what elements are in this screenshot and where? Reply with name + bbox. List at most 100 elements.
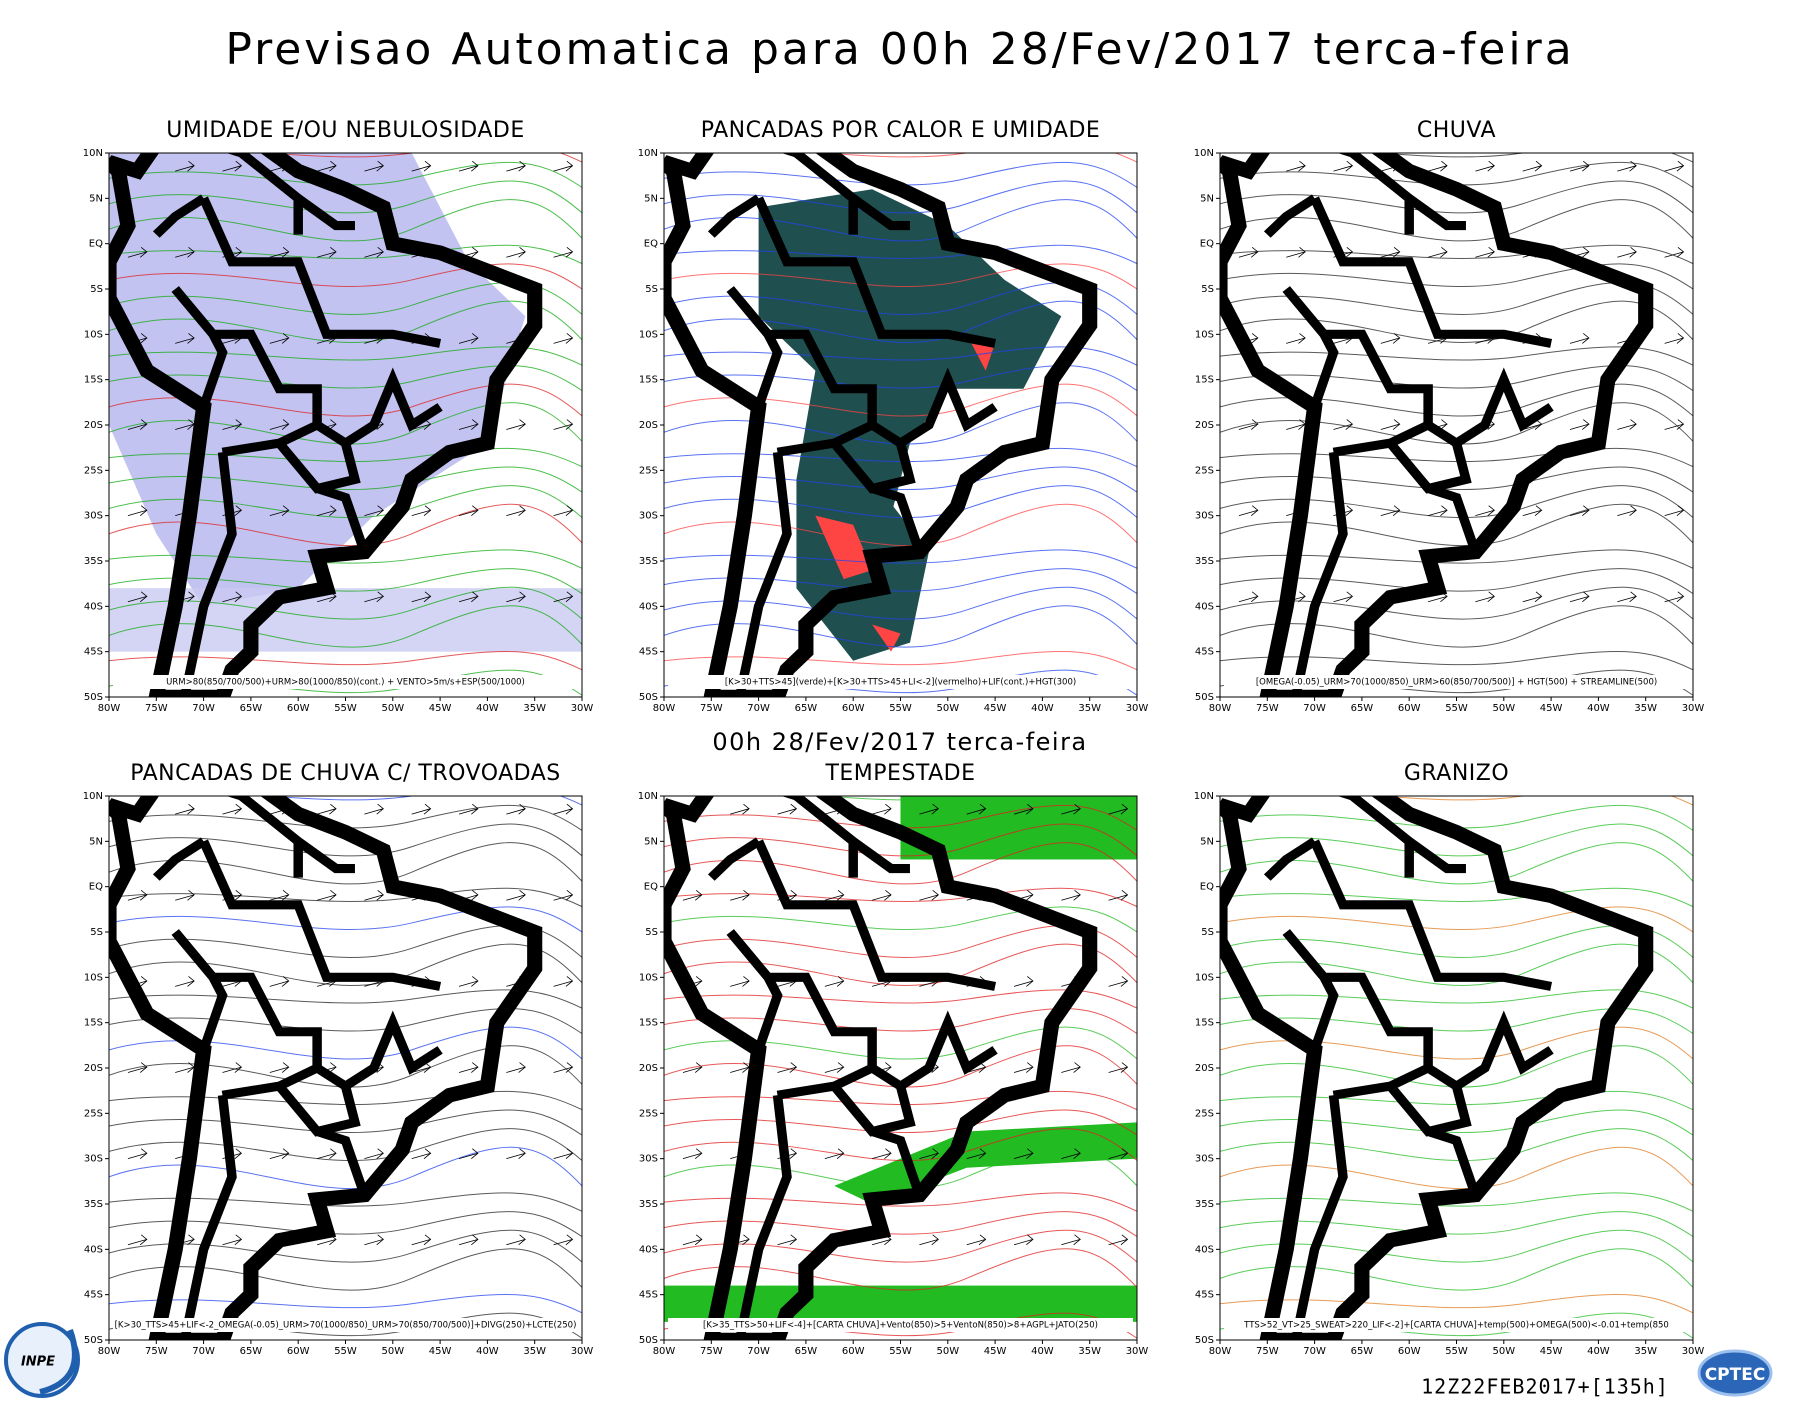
map-layers <box>1220 796 1693 1340</box>
contour-line <box>664 1294 1137 1312</box>
wind-arrow <box>459 333 478 343</box>
contour-line <box>664 1193 1137 1211</box>
lon-label: 40W <box>476 703 499 714</box>
map-caption: URM>80(850/700/500)+URM>80(1000/850)(con… <box>166 678 525 688</box>
lat-label: 35S <box>639 1199 658 1210</box>
wind-arrow <box>128 420 147 430</box>
lat-label: 35S <box>639 556 658 567</box>
contour-line <box>1220 651 1693 669</box>
wind-arrow <box>1286 247 1305 257</box>
wind-arrow <box>128 1235 147 1245</box>
wind-arrow <box>1665 420 1684 430</box>
lat-label: 5N <box>644 836 658 847</box>
wind-arrow <box>317 247 336 257</box>
contour-line <box>664 805 1137 830</box>
wind-arrow <box>1523 592 1542 602</box>
wind-arrow <box>1061 1149 1080 1159</box>
map-panel: PANCADAS DE CHUVA C/ TROVOADAS [K>30_TTS>… <box>83 761 594 1357</box>
wind-arrow <box>1617 161 1636 171</box>
panel-title: GRANIZO <box>1404 761 1509 786</box>
lat-label: 30S <box>639 1154 658 1165</box>
lat-label: 5N <box>644 193 658 204</box>
wind-arrow <box>1109 1235 1128 1245</box>
lat-label: 5N <box>89 836 103 847</box>
lon-label: 55W <box>334 1346 357 1357</box>
lat-label: 10S <box>84 329 103 340</box>
wind-arrow <box>506 420 525 430</box>
map-layers <box>109 153 582 697</box>
lat-label: 5S <box>645 284 658 295</box>
wind-arrow <box>364 1235 383 1245</box>
wind-arrow <box>412 1063 431 1073</box>
lat-label: 5N <box>1200 193 1214 204</box>
lat-label: EQ <box>89 239 103 250</box>
lat-label: 25S <box>639 465 658 476</box>
contour-line <box>1220 907 1693 932</box>
lon-label: 60W <box>1398 1346 1421 1357</box>
wind-arrow <box>1014 1149 1033 1159</box>
lon-label: 60W <box>842 1346 865 1357</box>
contour-line <box>1220 264 1693 289</box>
wind-arrow <box>872 1149 891 1159</box>
lat-label: 10S <box>1195 329 1214 340</box>
contour-line <box>109 1147 582 1188</box>
wind-arrow <box>1665 592 1684 602</box>
caption-box <box>113 1318 578 1332</box>
contour-line <box>664 888 1137 906</box>
wind-arrow <box>1570 333 1589 343</box>
contour-line <box>109 1212 582 1237</box>
wind-arrow <box>683 1149 702 1159</box>
panel-title: UMIDADE E/OU NEBULOSIDADE <box>166 118 524 143</box>
contour-line <box>664 504 1137 545</box>
wind-arrow <box>1475 161 1494 171</box>
lon-label: 60W <box>287 1346 310 1357</box>
lat-label: 40S <box>1195 1244 1214 1255</box>
map <box>109 153 582 697</box>
map <box>664 796 1137 1340</box>
lat-label: 5N <box>1200 836 1214 847</box>
wind-arrow <box>554 592 573 602</box>
panel-title: PANCADAS POR CALOR E UMIDADE <box>701 118 1101 143</box>
lat-label: 15S <box>84 375 103 386</box>
wind-arrow <box>1014 804 1033 814</box>
wind-arrow <box>412 161 431 171</box>
wind-arrow <box>1109 976 1128 986</box>
lat-label: 20S <box>1195 1063 1214 1074</box>
lon-label: 65W <box>1351 1346 1374 1357</box>
lon-label: 45W <box>1540 703 1563 714</box>
map-caption: [K>30+TTS>45](verde)+[K>30+TTS>45+LI<-2]… <box>725 678 1076 688</box>
contour-line <box>1220 504 1693 545</box>
wind-arrow <box>1239 592 1258 602</box>
lat-label: 5S <box>1201 927 1214 938</box>
lon-label: 55W <box>1445 703 1468 714</box>
contour-line <box>664 1212 1137 1237</box>
wind-arrow <box>967 804 986 814</box>
wind-arrow <box>270 1063 289 1073</box>
wind-arrow <box>1570 506 1589 516</box>
wind-arrow <box>317 1149 336 1159</box>
contour-line <box>1220 990 1693 1008</box>
wind-arrow <box>1570 592 1589 602</box>
wind-arrow <box>1381 247 1400 257</box>
contour-line <box>109 264 582 289</box>
lon-label: 70W <box>747 703 770 714</box>
contour-line <box>664 990 1137 1008</box>
lon-label: 75W <box>145 1346 168 1357</box>
wind-arrow <box>506 804 525 814</box>
lat-label: EQ <box>89 882 103 893</box>
panel-title: CHUVA <box>1417 118 1496 143</box>
wind-arrow <box>223 1063 242 1073</box>
wind-arrow <box>1665 333 1684 343</box>
lat-label: 15S <box>1195 1018 1214 1029</box>
wind-arrow <box>1334 420 1353 430</box>
map-caption: TTS>52_VT>25_SWEAT>220_LIF<-2]+[CARTA CH… <box>1243 1321 1669 1331</box>
lon-label: 35W <box>1634 703 1657 714</box>
wind-arrow <box>778 804 797 814</box>
wind-arrow <box>506 506 525 516</box>
lat-label: 15S <box>639 375 658 386</box>
lon-label: 80W <box>98 1346 121 1357</box>
wind-arrow <box>270 976 289 986</box>
lon-label: 35W <box>523 703 546 714</box>
contour-line <box>664 264 1137 289</box>
lat-label: EQ <box>1200 239 1214 250</box>
